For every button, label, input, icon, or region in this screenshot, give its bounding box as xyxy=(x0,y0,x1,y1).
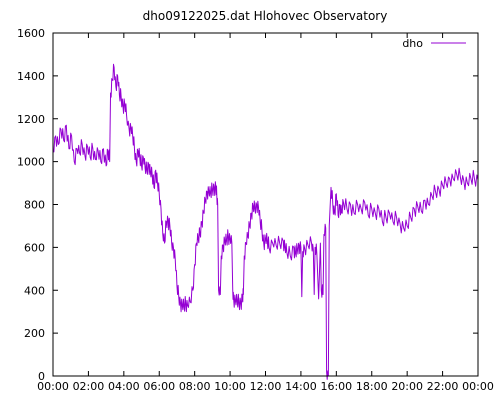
x-tick-label: 04:00 xyxy=(108,380,140,393)
legend: dho xyxy=(402,37,466,50)
x-tick-label: 14:00 xyxy=(285,380,317,393)
x-tick-label: 20:00 xyxy=(391,380,423,393)
y-tick-label: 600 xyxy=(24,241,45,254)
y-tick-label: 0 xyxy=(38,370,45,383)
x-tick-label: 00:00 xyxy=(462,380,494,393)
chart-title: dho09122025.dat Hlohovec Observatory xyxy=(143,9,388,23)
x-tick-label: 08:00 xyxy=(179,380,211,393)
y-tick-label: 800 xyxy=(24,199,45,212)
x-tick-label: 10:00 xyxy=(214,380,246,393)
series-layer xyxy=(52,63,479,380)
x-tick-label: 02:00 xyxy=(73,380,105,393)
y-tick-label: 400 xyxy=(24,284,45,297)
x-tick-label: 18:00 xyxy=(356,380,388,393)
x-tick-label: 00:00 xyxy=(37,380,69,393)
y-tick-label: 200 xyxy=(24,327,45,340)
legend-label: dho xyxy=(402,37,423,50)
y-tick-label: 1400 xyxy=(17,70,45,83)
plot-frame xyxy=(52,32,479,377)
y-tick-label: 1200 xyxy=(17,113,45,126)
x-tick-label: 16:00 xyxy=(320,380,352,393)
x-tick-label: 06:00 xyxy=(143,380,175,393)
x-tick-label: 12:00 xyxy=(250,380,282,393)
y-axis: 0 200 400 600 800 1000 1200 1400 1600 xyxy=(17,27,478,383)
y-tick-label: 1000 xyxy=(17,156,45,169)
x-tick-label: 22:00 xyxy=(427,380,459,393)
x-axis: 00:00 02:00 04:00 06:00 08:00 10:00 12:00 14:00… xyxy=(37,33,494,393)
y-tick-label: 1600 xyxy=(17,27,45,40)
series-line-dho xyxy=(52,63,479,380)
